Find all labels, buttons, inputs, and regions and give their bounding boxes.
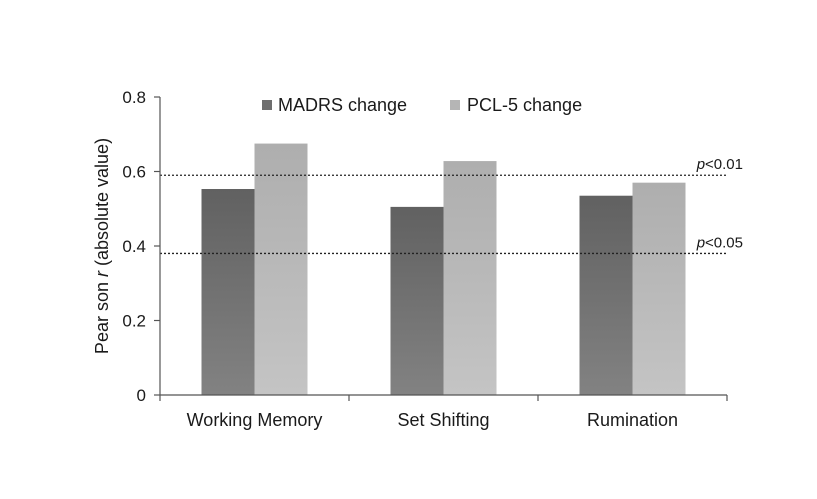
y-tick-label: 0.4 [122,237,146,256]
x-ticks: Working Memory Set Shifting Rumination [159,395,728,430]
bar-pcl5-0 [254,143,308,395]
bar-madrs-0 [201,189,255,395]
significance-label: p<0.05 [696,234,743,251]
legend: MADRS change PCL-5 change [262,95,582,115]
bar-madrs-2 [579,195,633,395]
legend-swatch-pcl5 [450,100,460,110]
bar-pcl5-1 [443,161,497,395]
y-tick-label: 0.6 [122,163,146,182]
x-category-label: Rumination [587,410,678,430]
y-tick-label: 0.8 [122,88,146,107]
legend-label-pcl5: PCL-5 change [467,95,582,115]
y-ticks: 0 0.2 0.4 0.6 0.8 [122,88,160,405]
significance-label: p<0.01 [696,156,743,173]
y-axis-label: Pear son r (absolute value) [92,138,112,354]
legend-swatch-madrs [262,100,272,110]
y-tick-label: 0 [137,386,146,405]
x-category-label: Set Shifting [397,410,489,430]
bars-group [201,143,686,395]
reference-lines: p<0.01 p<0.05 [160,156,743,255]
bar-madrs-1 [390,206,444,395]
legend-label-madrs: MADRS change [278,95,407,115]
x-category-label: Working Memory [187,410,323,430]
y-tick-label: 0.2 [122,312,146,331]
bar-pcl5-2 [632,182,686,395]
